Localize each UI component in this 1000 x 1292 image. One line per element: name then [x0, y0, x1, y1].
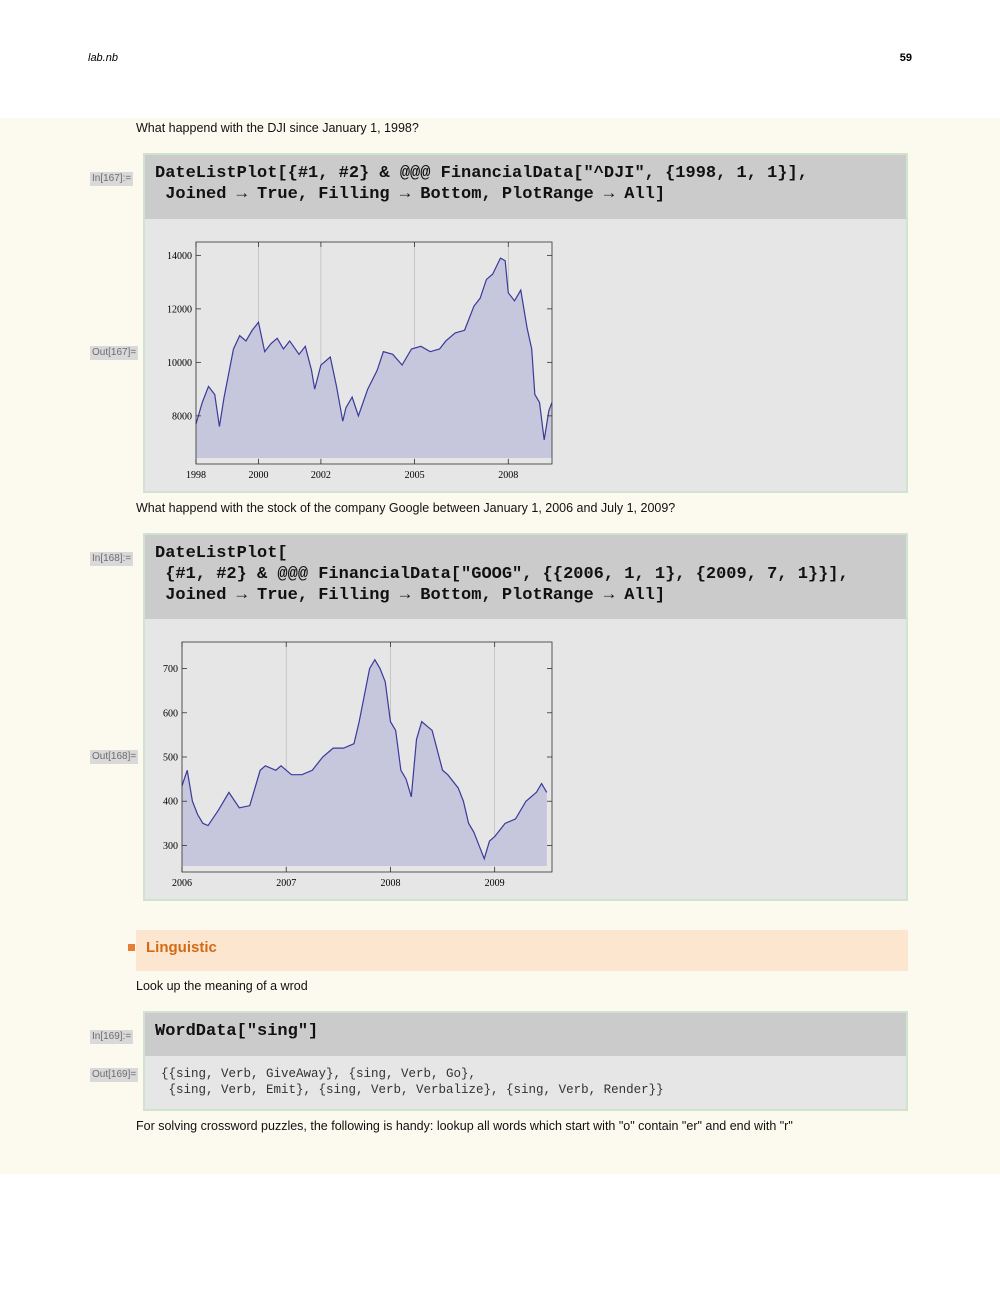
area-fill-dji	[196, 258, 552, 458]
input-label-169: In[169]:=	[90, 1030, 134, 1044]
dji-chart: 1998 2000 2002 2005 2008 8000 10000 12000 14000	[167, 241, 553, 481]
x-tick-label: 2002	[311, 470, 331, 481]
y-tick-label: 8000	[172, 411, 192, 422]
y-tick-label: 300	[163, 841, 178, 852]
series-line-goog	[181, 658, 548, 861]
x-tick-label: 1998	[186, 470, 206, 481]
code-167[interactable]: DateListPlot[{#1, #2} & @@@ FinancialDat…	[155, 164, 808, 204]
page-number: 59	[899, 52, 912, 64]
y-tick-label: 10000	[167, 358, 192, 369]
x-tick-label: 2009	[485, 878, 505, 889]
x-tick-label: 2008	[380, 878, 400, 889]
output-cell-169: {{sing, Verb, GiveAway}, {sing, Verb, Go…	[145, 1056, 906, 1109]
goog-chart: 2006 2007 2008 2009 300 400 500 600 700	[163, 641, 553, 889]
x-tick-label: 2005	[405, 470, 425, 481]
y-tick-label: 400	[163, 797, 178, 808]
series-line-dji	[195, 257, 553, 441]
notebook-name: lab.nb	[88, 52, 118, 64]
area-fill-goog	[182, 659, 547, 866]
input-cell-169[interactable]: WordData["sing"]	[145, 1013, 906, 1056]
output-text-169: {{sing, Verb, GiveAway}, {sing, Verb, Go…	[161, 1067, 664, 1097]
question-crossword: For solving crossword puzzles, the follo…	[136, 1119, 793, 1133]
input-cell-167[interactable]: DateListPlot[{#1, #2} & @@@ FinancialDat…	[145, 155, 906, 219]
x-tick-label: 2007	[276, 878, 296, 889]
question-word: Look up the meaning of a wrod	[136, 979, 308, 993]
cell-169[interactable]: WordData["sing"] {{sing, Verb, GiveAway}…	[143, 1011, 908, 1111]
y-tick-label: 12000	[167, 304, 192, 315]
output-label-167: Out[167]=	[90, 346, 139, 360]
plot-frame	[195, 241, 553, 465]
input-label-168: In[168]:=	[90, 552, 134, 566]
y-tick-label: 700	[163, 664, 178, 675]
y-tick-label: 14000	[167, 251, 192, 262]
output-label-168: Out[168]=	[90, 750, 139, 764]
section-title: Linguistic	[146, 939, 217, 956]
input-label-167: In[167]:=	[90, 172, 134, 186]
y-tick-label: 500	[163, 753, 178, 764]
input-cell-168[interactable]: DateListPlot[ {#1, #2} & @@@ FinancialDa…	[145, 535, 906, 619]
y-tick-label: 600	[163, 708, 178, 719]
question-google: What happend with the stock of the compa…	[136, 501, 676, 515]
x-tick-label: 2006	[172, 878, 192, 889]
output-label-169: Out[169]=	[90, 1068, 139, 1082]
section-bullet-icon	[128, 944, 135, 951]
x-tick-label: 2000	[248, 470, 268, 481]
x-tick-label: 2008	[498, 470, 518, 481]
code-168[interactable]: DateListPlot[ {#1, #2} & @@@ FinancialDa…	[155, 544, 849, 605]
question-dji: What happend with the DJI since January …	[136, 121, 419, 135]
section-linguistic[interactable]: Linguistic	[136, 930, 908, 971]
code-169[interactable]: WordData["sing"]	[155, 1022, 319, 1041]
